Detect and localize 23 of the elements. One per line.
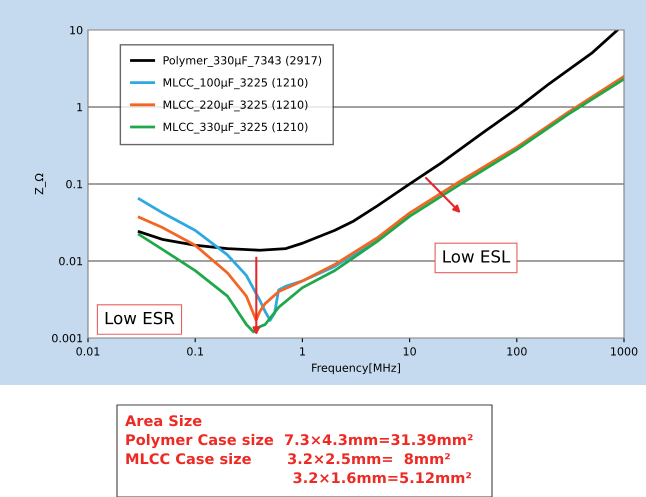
legend-label: MLCC_100μF_3225 (1210) bbox=[164, 78, 308, 90]
text: MLCC Case size 3.2×2.5mm= 8mm² bbox=[126, 452, 450, 464]
legend-label: MLCC_220μF_3225 (1210) bbox=[164, 100, 308, 112]
legend-label: Polymer_330μF_7343 (2917) bbox=[164, 56, 322, 67]
y-tick-label: 0.001 bbox=[52, 334, 82, 342]
y-tick-label: 1 bbox=[77, 103, 82, 112]
y-tick-label: 0.1 bbox=[66, 180, 82, 188]
x-tick-label: 1 bbox=[300, 347, 305, 356]
text: Area Size bbox=[125, 414, 202, 426]
x-tick-label: 10 bbox=[404, 347, 416, 356]
y-tick-label: 10 bbox=[70, 26, 82, 34]
text: 3.2×1.6mm=5.12mm² bbox=[294, 472, 471, 484]
x-tick-label: 0.01 bbox=[76, 347, 100, 356]
y-axis-title: Z_Ω bbox=[34, 174, 46, 194]
x-tick-label: 1000 bbox=[611, 347, 638, 356]
text: Polymer Case size 7.3×4.3mm=31.39mm² bbox=[126, 434, 473, 448]
legend-label: MLCC_330μF_3225 (1210) bbox=[164, 122, 308, 134]
x-tick-label: 0.1 bbox=[187, 347, 204, 356]
y-tick-label: 0.01 bbox=[59, 256, 82, 266]
annotation: Low ESL bbox=[443, 250, 510, 263]
x-tick-label: 100 bbox=[507, 347, 527, 356]
x-axis-title: Frequency[MHz] bbox=[312, 363, 400, 374]
annotation: Low ESR bbox=[106, 312, 174, 324]
